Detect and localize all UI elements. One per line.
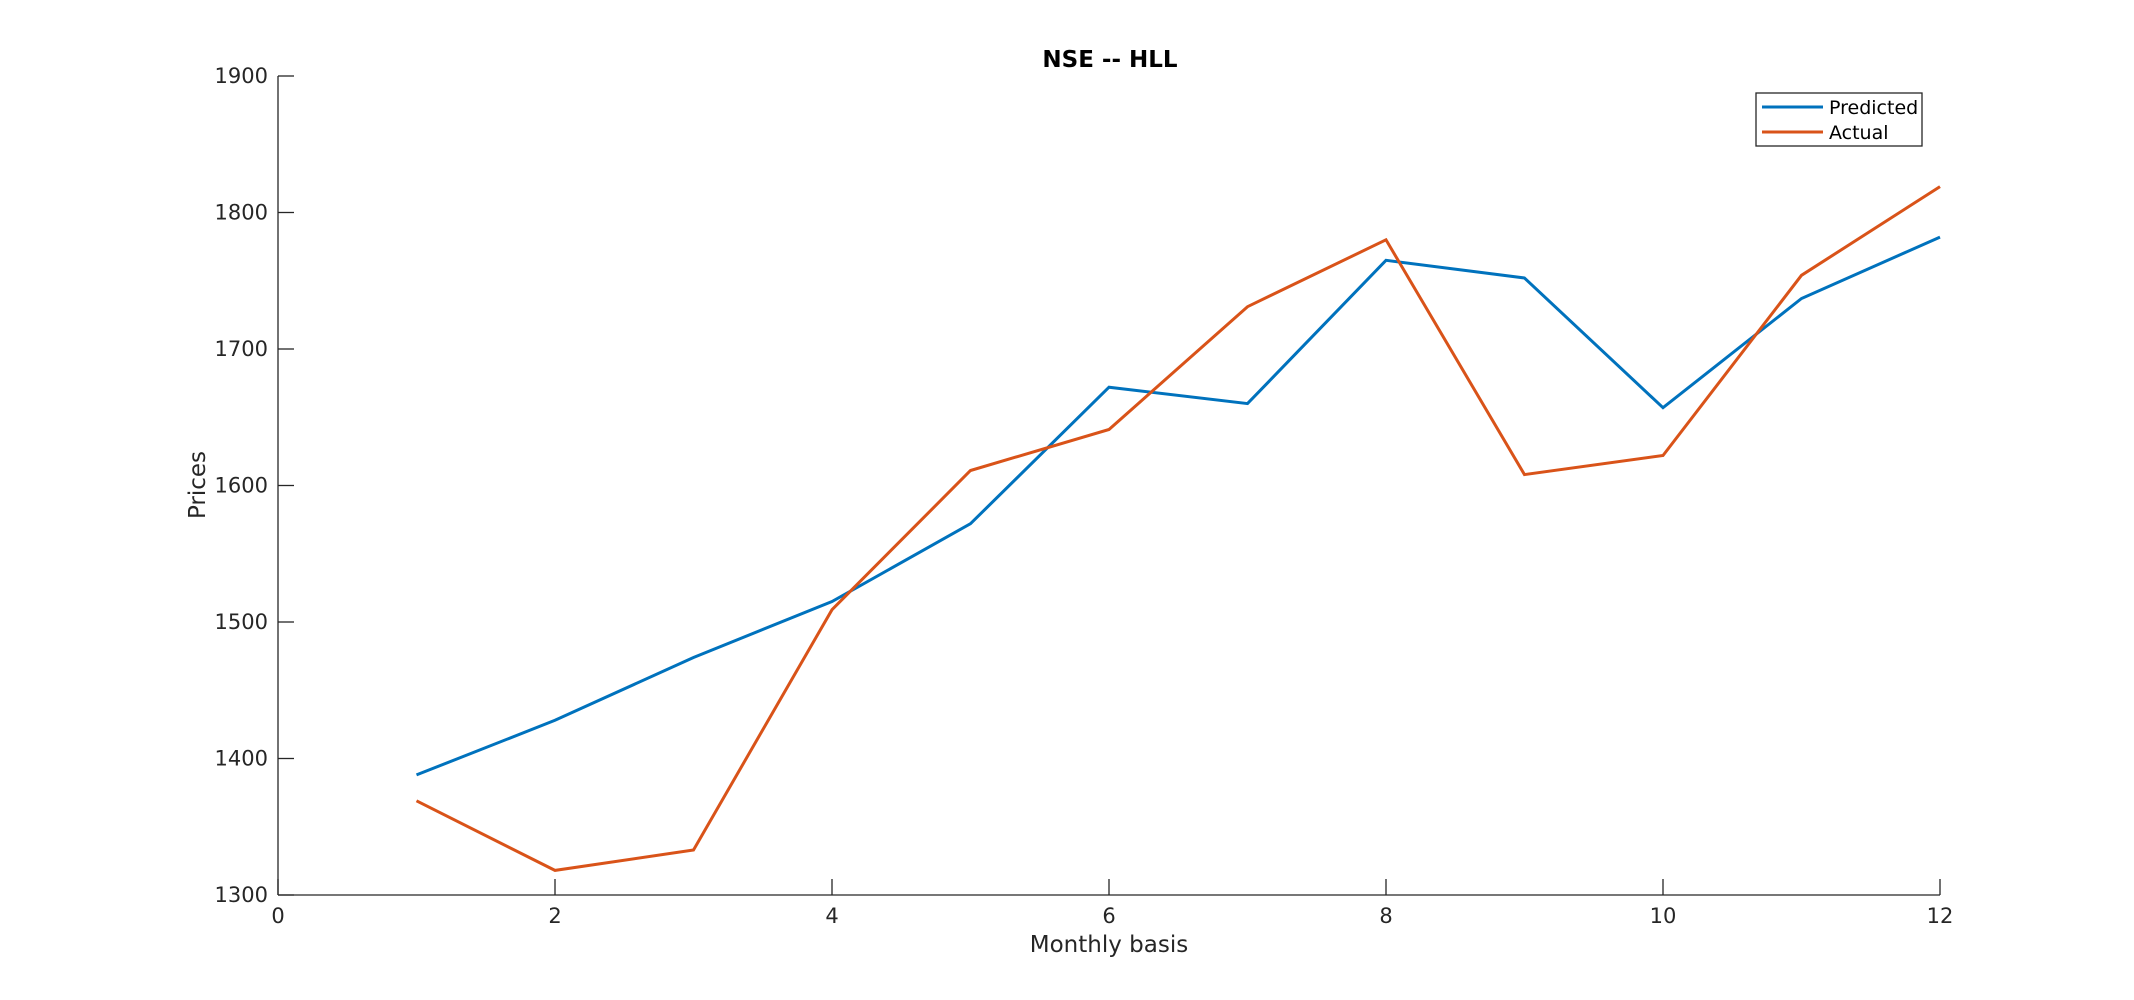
x-axis-label: Monthly basis xyxy=(1030,932,1188,958)
legend: Predicted Actual xyxy=(1755,92,1923,147)
y-tick-label: 1500 xyxy=(215,610,268,634)
legend-label-predicted: Predicted xyxy=(1829,97,1918,119)
x-tick-label: 0 xyxy=(271,904,284,928)
y-tick-label: 1900 xyxy=(215,64,268,88)
y-axis-label: Prices xyxy=(185,451,211,519)
x-tick-label: 8 xyxy=(1379,904,1392,928)
legend-box xyxy=(1755,92,1923,147)
legend-label-actual: Actual xyxy=(1829,122,1889,144)
x-tick-label: 6 xyxy=(1102,904,1115,928)
series-line-predicted xyxy=(415,235,1941,777)
y-tick-label: 1600 xyxy=(215,474,268,498)
y-axis-ticks: 1300 1400 1500 1600 1700 1800 1900 xyxy=(215,64,294,907)
y-tick-label: 1300 xyxy=(215,883,268,907)
x-axis-ticks: 0 2 4 6 8 10 12 xyxy=(271,879,1953,928)
x-tick-label: 4 xyxy=(825,904,838,928)
y-tick-label: 1700 xyxy=(215,337,268,361)
chart-title: NSE -- HLL xyxy=(1042,47,1178,73)
series-line-actual xyxy=(415,185,1941,872)
x-tick-label: 10 xyxy=(1650,904,1677,928)
series-lines xyxy=(415,185,1941,872)
x-tick-label: 2 xyxy=(548,904,561,928)
y-tick-label: 1400 xyxy=(215,747,268,771)
x-tick-label: 12 xyxy=(1927,904,1954,928)
y-tick-label: 1800 xyxy=(215,201,268,225)
